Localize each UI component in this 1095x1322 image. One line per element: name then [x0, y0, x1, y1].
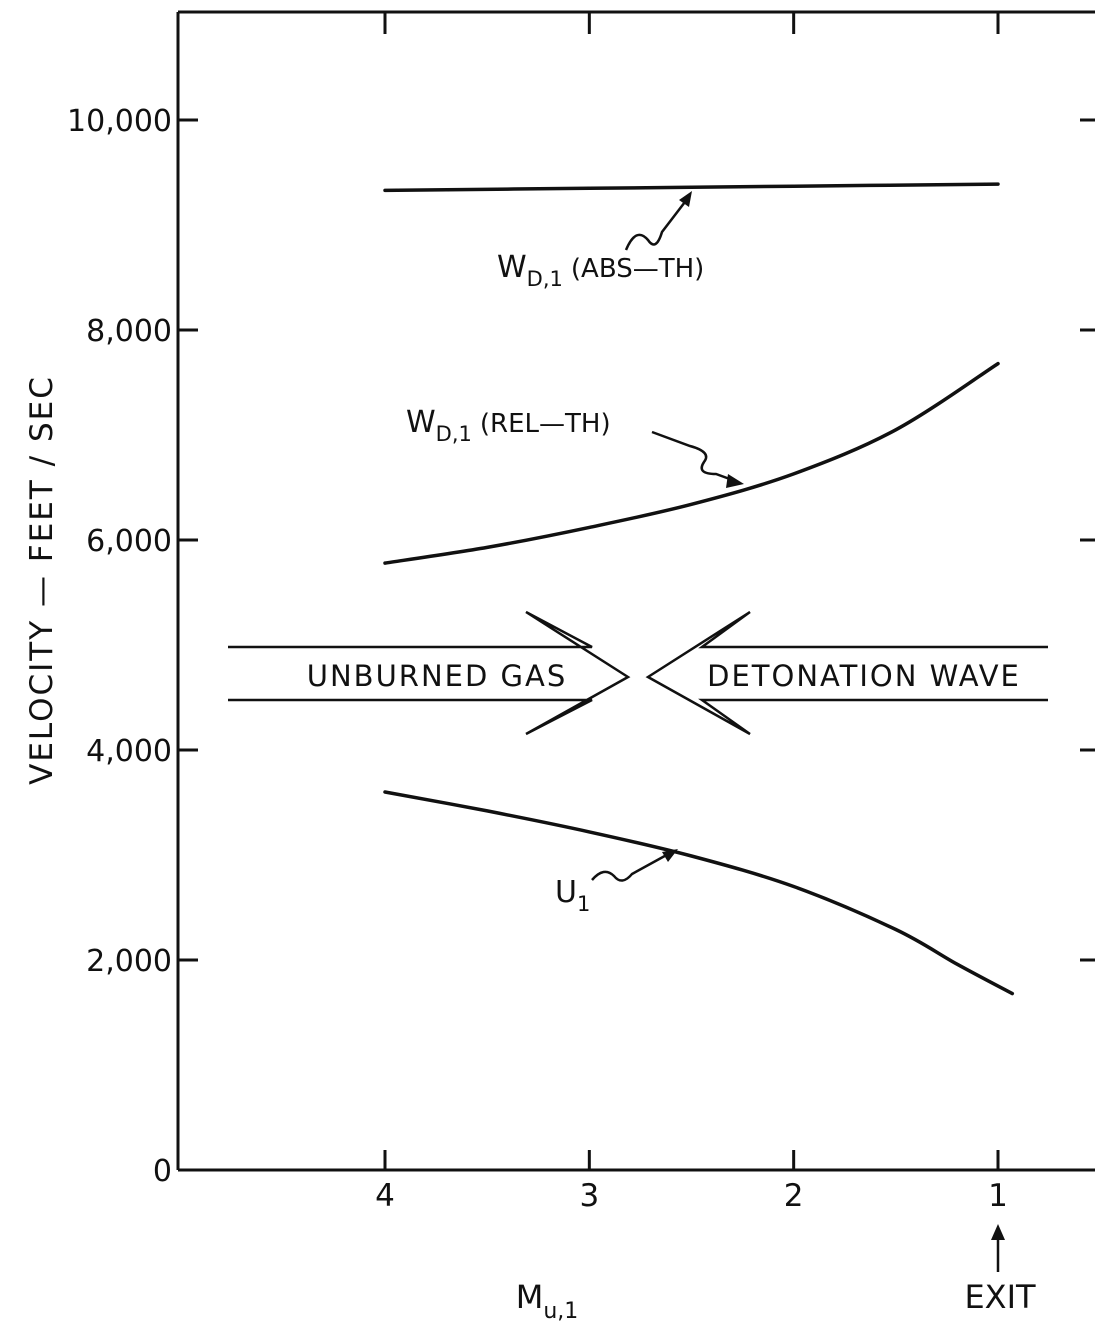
- rel-th-label-sub: D,1: [436, 422, 472, 446]
- x-tick-label: 4: [375, 1178, 395, 1214]
- y-tick-label: 4,000: [86, 734, 172, 769]
- abs-th-label-text: WD,1 (ABS—TH): [497, 250, 704, 291]
- abs-th-squiggle-arrow: [624, 197, 689, 251]
- y-tick-label: 8,000: [86, 314, 172, 349]
- rel-th-label-main: W: [406, 405, 436, 440]
- u1-label-main: U: [555, 875, 577, 910]
- unburned-gas-arrow: UNBURNED GAS: [228, 610, 631, 736]
- unburned-gas-arrow-shape: [228, 610, 631, 736]
- series-label-rel-th: WD,1 (REL—TH): [406, 405, 744, 488]
- series-label-u1: U1: [555, 849, 678, 916]
- x-axis-label: Mu,1: [516, 1278, 579, 1322]
- y-tick-label: 0: [153, 1154, 172, 1189]
- x-axis-label-main: M: [516, 1278, 544, 1316]
- y-tick-label: 2,000: [86, 944, 172, 979]
- abs-th-label-main: W: [497, 250, 527, 285]
- u1-arrow-head: [662, 849, 678, 862]
- x-tick-label: 3: [579, 1178, 599, 1214]
- rel-th-line: [383, 361, 1000, 565]
- y-tick-label: 10,000: [67, 104, 172, 139]
- flow-arrows: UNBURNED GAS DETONATION WAVE: [228, 610, 1048, 736]
- u1-label-sub: 1: [577, 892, 590, 916]
- u1-squiggle-arrow: [591, 850, 673, 882]
- x-tick-label: 1: [988, 1178, 1008, 1214]
- abs-th-line: [383, 182, 1000, 193]
- y-axis-label: VELOCITY — FEET / SEC: [24, 375, 60, 785]
- x-tick-label: 2: [784, 1178, 804, 1214]
- series-group: [383, 182, 1015, 996]
- y-ticks-group: 0 2,000 4,000 6,000 8,000 10,000: [67, 104, 1095, 1189]
- u1-line: [383, 790, 1015, 996]
- rel-th-label-tail: (REL—TH): [480, 409, 611, 439]
- rel-th-arrow-head: [726, 474, 744, 488]
- exit-marker: EXIT: [964, 1224, 1036, 1316]
- exit-arrow-head: [991, 1224, 1005, 1240]
- x-axis-label-sub: u,1: [543, 1299, 578, 1322]
- plot-axes: [176, 10, 1095, 1172]
- detonation-wave-label: DETONATION WAVE: [707, 659, 1021, 693]
- abs-th-arrow-head: [679, 191, 692, 207]
- rel-th-label-text: WD,1 (REL—TH): [406, 405, 611, 446]
- detonation-wave-arrow-shape: [645, 610, 1048, 736]
- u1-label-text: U1: [555, 875, 590, 916]
- detonation-wave-arrow: DETONATION WAVE: [645, 610, 1048, 736]
- exit-label: EXIT: [964, 1278, 1036, 1316]
- abs-th-label-sub: D,1: [527, 267, 563, 291]
- y-tick-label: 6,000: [86, 524, 172, 559]
- x-ticks-group: 4 3 2 1: [375, 12, 1008, 1214]
- series-label-abs-th: WD,1 (ABS—TH): [497, 191, 704, 291]
- rel-th-squiggle-arrow: [651, 430, 739, 484]
- unburned-gas-label: UNBURNED GAS: [307, 659, 567, 693]
- abs-th-label-tail: (ABS—TH): [571, 254, 704, 284]
